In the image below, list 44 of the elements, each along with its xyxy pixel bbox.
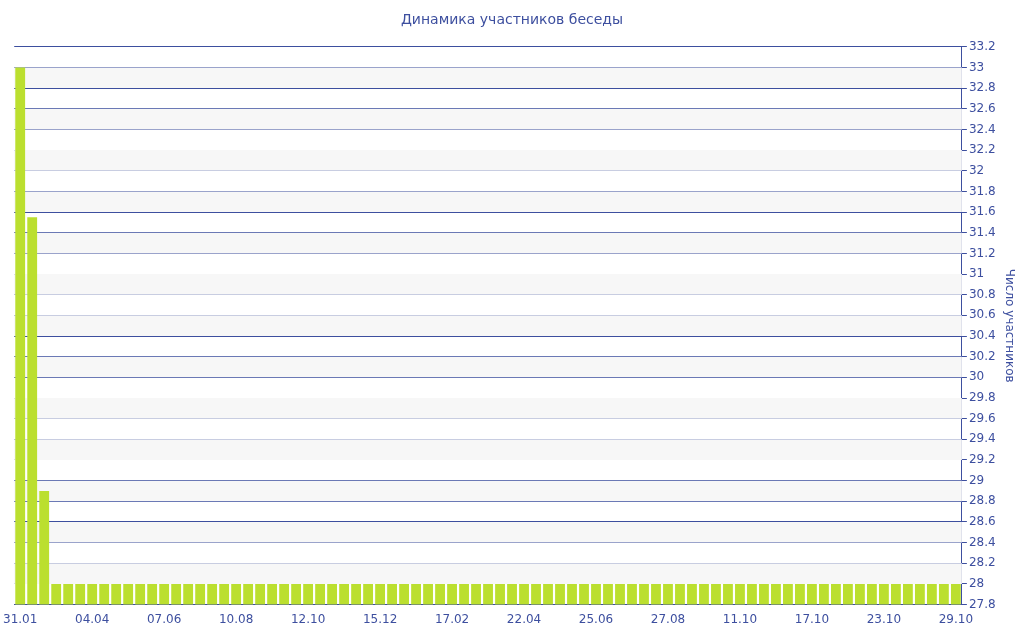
x-tick-label: 10.08 <box>218 611 254 626</box>
y-tick-label: 30.2 <box>968 348 996 363</box>
x-tick-label: 29.10 <box>938 611 974 626</box>
y-tick-label: 29.8 <box>968 390 996 405</box>
x-tick-label: 25.06 <box>578 611 614 626</box>
x-tick-label: 04.04 <box>75 611 110 626</box>
y-tick-label: 29.4 <box>968 431 996 446</box>
y-tick-label: 33 <box>968 59 985 74</box>
y-tick-label: 29.2 <box>968 452 996 467</box>
x-tick-label: 27.08 <box>650 611 686 626</box>
y-tick-label: 32.2 <box>968 142 996 157</box>
y-tick-label: 30.8 <box>968 286 996 301</box>
y-tick-label: 29 <box>968 472 985 487</box>
y-tick-label: 31.6 <box>968 204 996 219</box>
x-tick-label: 17.02 <box>434 611 470 626</box>
y-tick-label: 32 <box>968 162 985 177</box>
y-tick-label: 29.6 <box>968 410 996 425</box>
y-tick-label: 30.6 <box>968 307 996 322</box>
y-tick-label: 30.4 <box>968 328 996 343</box>
y-tick-label: 32.6 <box>968 100 996 115</box>
y-tick-label: 30 <box>968 369 985 384</box>
y-tick-label: 31.2 <box>968 245 996 260</box>
y-tick-label: 33.2 <box>968 38 996 53</box>
y-tick-label: 32.8 <box>968 80 996 95</box>
y-tick-label: 31 <box>968 266 985 281</box>
y-tick-label: 28.4 <box>968 534 996 549</box>
chart-title: Динамика участников беседы <box>400 11 624 28</box>
y-tick-label: 28.2 <box>968 555 996 570</box>
x-tick-label: 31.01 <box>3 611 38 626</box>
y-tick-label: 31.8 <box>968 183 996 198</box>
y-tick-label: 28 <box>968 576 985 591</box>
x-tick-label: 15.12 <box>362 611 398 626</box>
x-tick-label: 17.10 <box>794 611 830 626</box>
x-tick-label: 12.10 <box>290 611 326 626</box>
x-tick-label: 07.06 <box>146 611 182 626</box>
y-tick-label: 32.4 <box>968 121 996 136</box>
y-tick-label: 27.8 <box>968 596 996 611</box>
x-tick-label: 22.04 <box>506 611 542 626</box>
x-tick-label: 23.10 <box>866 611 902 626</box>
y-axis-title: Число участников <box>1002 268 1017 383</box>
y-tick-label: 28.6 <box>968 514 996 529</box>
y-tick-label: 28.8 <box>968 493 996 508</box>
y-tick-label: 31.4 <box>968 224 996 239</box>
x-tick-label: 11.10 <box>722 611 758 626</box>
